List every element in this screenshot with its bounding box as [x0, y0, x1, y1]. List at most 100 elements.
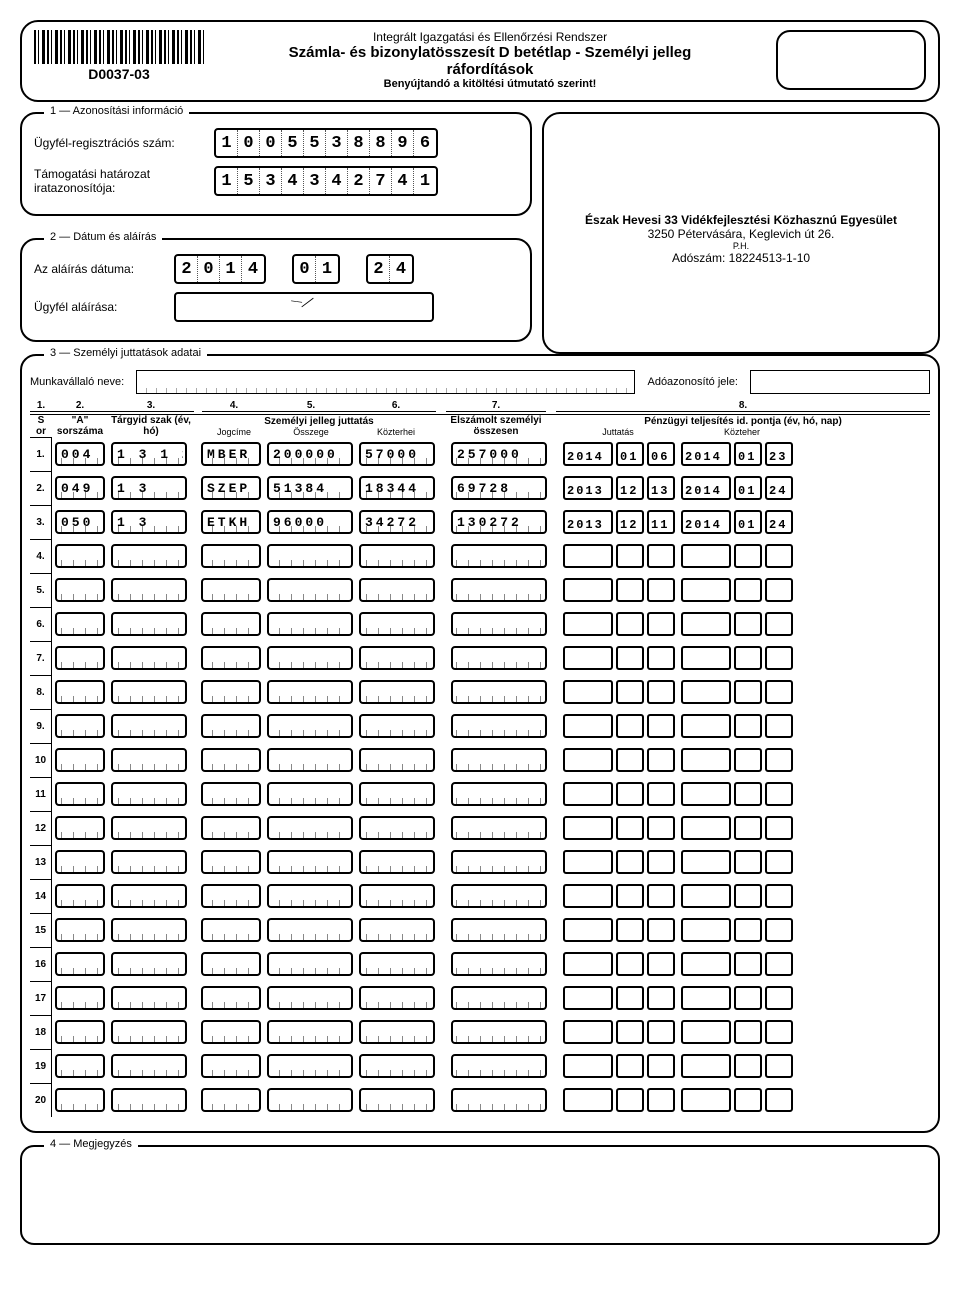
cell-total[interactable]: [451, 1054, 547, 1078]
cell-paydate-benefit[interactable]: [563, 884, 675, 908]
cell-total[interactable]: [451, 612, 547, 636]
cell-paydate-tax[interactable]: [681, 612, 793, 636]
cell-total[interactable]: 130272: [451, 510, 547, 534]
cell-a[interactable]: 049: [55, 476, 105, 500]
cell-tax[interactable]: [359, 918, 435, 942]
cell-amount[interactable]: 96000: [267, 510, 353, 534]
cell-paydate-tax[interactable]: [681, 1088, 793, 1112]
cell-total[interactable]: [451, 680, 547, 704]
cell-a[interactable]: [55, 544, 105, 568]
cell-paydate-tax[interactable]: [681, 816, 793, 840]
cell-paydate-tax[interactable]: [681, 952, 793, 976]
cell-total[interactable]: 257000: [451, 442, 547, 466]
cell-amount[interactable]: [267, 680, 353, 704]
cell-amount[interactable]: [267, 918, 353, 942]
cell-paydate-benefit[interactable]: [563, 714, 675, 738]
signature-box[interactable]: ⎯⎯╱: [174, 292, 434, 322]
cell-paydate-tax[interactable]: [681, 1020, 793, 1044]
cell-total[interactable]: 69728: [451, 476, 547, 500]
cell-tax[interactable]: [359, 1088, 435, 1112]
cell-paydate-benefit[interactable]: [563, 1054, 675, 1078]
cell-paydate-tax[interactable]: 20140123: [681, 442, 793, 466]
cell-period[interactable]: [111, 646, 187, 670]
cell-total[interactable]: [451, 578, 547, 602]
cell-paydate-benefit[interactable]: 20140106: [563, 442, 675, 466]
cell-amount[interactable]: [267, 850, 353, 874]
cell-tax[interactable]: [359, 646, 435, 670]
cell-title[interactable]: [201, 1054, 261, 1078]
cell-tax[interactable]: [359, 816, 435, 840]
date-year-field[interactable]: 2014: [174, 254, 266, 284]
cell-paydate-tax[interactable]: [681, 1054, 793, 1078]
cell-amount[interactable]: [267, 884, 353, 908]
cell-a[interactable]: [55, 1054, 105, 1078]
decision-id-field[interactable]: 1534342741: [214, 166, 438, 196]
cell-tax[interactable]: [359, 612, 435, 636]
emp-name-field[interactable]: [136, 370, 635, 394]
cell-paydate-benefit[interactable]: [563, 646, 675, 670]
cell-period[interactable]: [111, 918, 187, 942]
cell-tax[interactable]: [359, 986, 435, 1010]
cell-amount[interactable]: [267, 782, 353, 806]
cell-title[interactable]: [201, 680, 261, 704]
cell-amount[interactable]: [267, 612, 353, 636]
cell-a[interactable]: [55, 782, 105, 806]
cell-amount[interactable]: [267, 952, 353, 976]
cell-total[interactable]: [451, 1020, 547, 1044]
cell-total[interactable]: [451, 816, 547, 840]
cell-total[interactable]: [451, 986, 547, 1010]
cell-title[interactable]: [201, 884, 261, 908]
cell-title[interactable]: [201, 748, 261, 772]
cell-amount[interactable]: [267, 578, 353, 602]
cell-amount[interactable]: 51384: [267, 476, 353, 500]
cell-amount[interactable]: [267, 1020, 353, 1044]
cell-paydate-benefit[interactable]: [563, 1088, 675, 1112]
cell-title[interactable]: [201, 952, 261, 976]
cell-period[interactable]: 1 3 1 2: [111, 442, 187, 466]
reg-number-field[interactable]: 1005538896: [214, 128, 438, 158]
cell-title[interactable]: [201, 782, 261, 806]
cell-a[interactable]: [55, 816, 105, 840]
cell-title[interactable]: [201, 1020, 261, 1044]
cell-paydate-benefit[interactable]: [563, 952, 675, 976]
cell-period[interactable]: [111, 1054, 187, 1078]
cell-period[interactable]: [111, 816, 187, 840]
cell-paydate-benefit[interactable]: [563, 544, 675, 568]
cell-tax[interactable]: [359, 1020, 435, 1044]
cell-title[interactable]: [201, 816, 261, 840]
cell-tax[interactable]: [359, 714, 435, 738]
cell-paydate-tax[interactable]: [681, 748, 793, 772]
cell-period[interactable]: [111, 578, 187, 602]
cell-period[interactable]: [111, 952, 187, 976]
section-notes[interactable]: 4 — Megjegyzés: [20, 1145, 940, 1245]
cell-paydate-tax[interactable]: [681, 986, 793, 1010]
cell-amount[interactable]: [267, 646, 353, 670]
cell-title[interactable]: [201, 612, 261, 636]
cell-title[interactable]: [201, 986, 261, 1010]
cell-period[interactable]: 1 3: [111, 476, 187, 500]
cell-amount[interactable]: [267, 1088, 353, 1112]
cell-paydate-benefit[interactable]: [563, 578, 675, 602]
cell-paydate-tax[interactable]: 20140124: [681, 476, 793, 500]
cell-period[interactable]: [111, 1020, 187, 1044]
cell-total[interactable]: [451, 748, 547, 772]
cell-a[interactable]: 050: [55, 510, 105, 534]
cell-amount[interactable]: [267, 816, 353, 840]
cell-total[interactable]: [451, 850, 547, 874]
date-month-field[interactable]: 01: [292, 254, 340, 284]
cell-paydate-benefit[interactable]: [563, 1020, 675, 1044]
cell-a[interactable]: [55, 1020, 105, 1044]
emp-tax-field[interactable]: [750, 370, 930, 394]
cell-total[interactable]: [451, 952, 547, 976]
cell-paydate-benefit[interactable]: [563, 680, 675, 704]
cell-paydate-benefit[interactable]: [563, 850, 675, 874]
cell-title[interactable]: [201, 850, 261, 874]
cell-amount[interactable]: [267, 714, 353, 738]
cell-paydate-benefit[interactable]: [563, 612, 675, 636]
cell-paydate-tax[interactable]: [681, 578, 793, 602]
cell-total[interactable]: [451, 918, 547, 942]
cell-a[interactable]: [55, 918, 105, 942]
cell-tax[interactable]: [359, 782, 435, 806]
cell-a[interactable]: [55, 748, 105, 772]
cell-a[interactable]: [55, 578, 105, 602]
